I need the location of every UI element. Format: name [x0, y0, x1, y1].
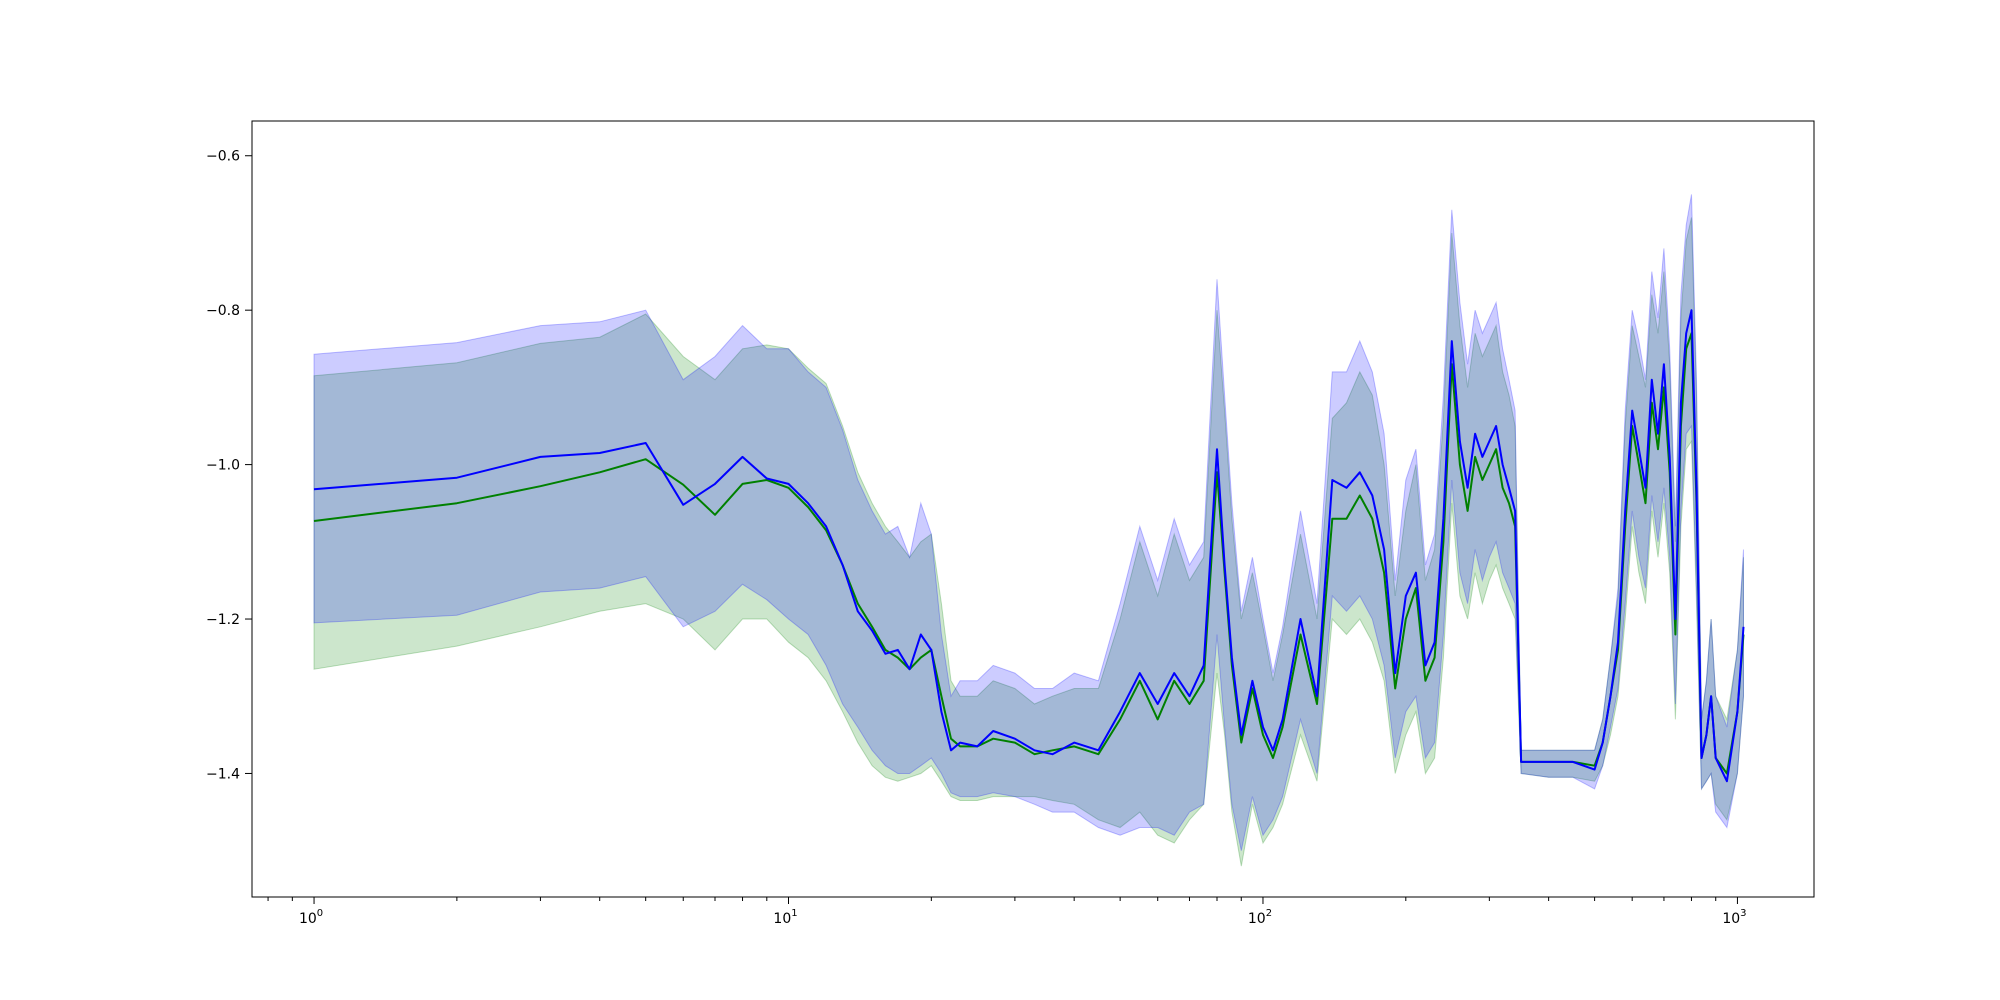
- band-series-0: [313, 217, 1744, 867]
- y-tick-label: −0.8: [206, 303, 240, 319]
- y-tick-label: −0.6: [206, 149, 240, 165]
- y-axis: −1.4 −1.2 −1.0 −0.8 −0.6: [206, 149, 252, 782]
- x-tick-label: 101: [773, 908, 797, 927]
- x-tick-label: 102: [1248, 908, 1272, 927]
- x-tick-label: 100: [299, 908, 323, 927]
- line-series-0: [313, 332, 1745, 775]
- series-lines: [313, 309, 1745, 783]
- x-axis: 100 101 102 103: [267, 897, 1747, 927]
- line-series-1: [313, 309, 1745, 783]
- y-tick-label: −1.0: [206, 458, 240, 474]
- y-tick-label: −1.4: [206, 766, 240, 782]
- confidence-bands: [313, 194, 1744, 867]
- y-tick-label: −1.2: [206, 612, 240, 628]
- plot-frame: [251, 120, 1815, 898]
- x-tick-label: 103: [1722, 908, 1746, 927]
- band-series-1: [313, 194, 1744, 851]
